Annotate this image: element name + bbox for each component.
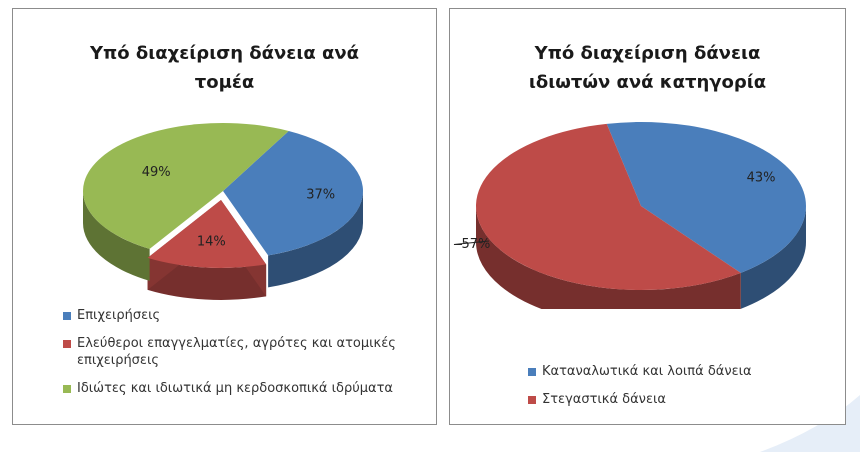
- legend-swatch: [63, 385, 71, 393]
- legend-swatch: [528, 368, 536, 376]
- legend-label: Επιχειρήσεις: [77, 308, 161, 323]
- pie-labels: 37% 14% 49%: [142, 165, 335, 249]
- pie-side: [476, 206, 741, 309]
- pie-slice: [147, 199, 267, 268]
- legend-item: Στεγαστικά δάνεια: [528, 391, 828, 408]
- legend-label: Ελεύθεροι επαγγελματίες, αγρότες και ατο…: [77, 336, 396, 368]
- chart-panel: Υπό διαχείριση δάνεια ανά τομέα 37% 14% 49…: [12, 8, 437, 425]
- legend-label: Ιδιώτες και ιδιωτικά μη κερδοσκοπικά ιδρ…: [77, 381, 393, 396]
- data-label: 49%: [142, 165, 171, 180]
- data-label: 14%: [197, 234, 226, 249]
- data-label: 57%: [462, 237, 491, 252]
- legend-swatch: [63, 340, 71, 348]
- background-swoosh: [760, 395, 860, 452]
- leader-line: [453, 240, 490, 245]
- pie-side: [268, 191, 363, 288]
- legend-item: Επιχειρήσεις: [63, 307, 423, 324]
- pie-slice: [476, 123, 741, 290]
- legend-swatch: [63, 312, 71, 320]
- legend: Καταναλωτικά και λοιπά δάνεια Στεγαστικά …: [528, 363, 828, 419]
- pie-chart: 43% 57%: [453, 122, 806, 309]
- pie-tops: [82, 122, 363, 268]
- chart-title: Υπό διαχείριση δάνεια ανά τομέα: [90, 43, 359, 93]
- chart-panel: Υπό διαχείριση δάνεια ιδιωτών ανά κατηγο…: [449, 8, 846, 425]
- legend-label: Στεγαστικά δάνεια: [542, 392, 666, 407]
- pie-slice: [223, 130, 363, 256]
- chart-title: Υπό διαχείριση δάνεια ιδιωτών ανά κατηγο…: [528, 43, 767, 93]
- pie-sides: [476, 206, 806, 309]
- pie-side: [147, 257, 267, 300]
- legend-item: Ελεύθεροι επαγγελματίες, αγρότες και ατο…: [63, 335, 423, 369]
- legend-item: Καταναλωτικά και λοιπά δάνεια: [528, 363, 828, 380]
- pie-chart: 37% 14% 49%: [82, 122, 363, 300]
- pie-side: [740, 206, 806, 309]
- legend: Επιχειρήσεις Ελεύθεροι επαγγελματίες, αγρ…: [63, 307, 423, 408]
- data-label: 37%: [306, 187, 335, 202]
- legend-item: Ιδιώτες και ιδιωτικά μη κερδοσκοπικά ιδρ…: [63, 380, 423, 397]
- pie-side: [83, 191, 150, 281]
- legend-label: Καταναλωτικά και λοιπά δάνεια: [542, 364, 752, 379]
- pie-slice: [606, 122, 806, 273]
- pie-slice: [82, 122, 289, 249]
- data-label: 43%: [747, 171, 776, 186]
- pie-labels: 43% 57%: [453, 171, 776, 252]
- legend-swatch: [528, 396, 536, 404]
- pie-tops: [476, 122, 806, 290]
